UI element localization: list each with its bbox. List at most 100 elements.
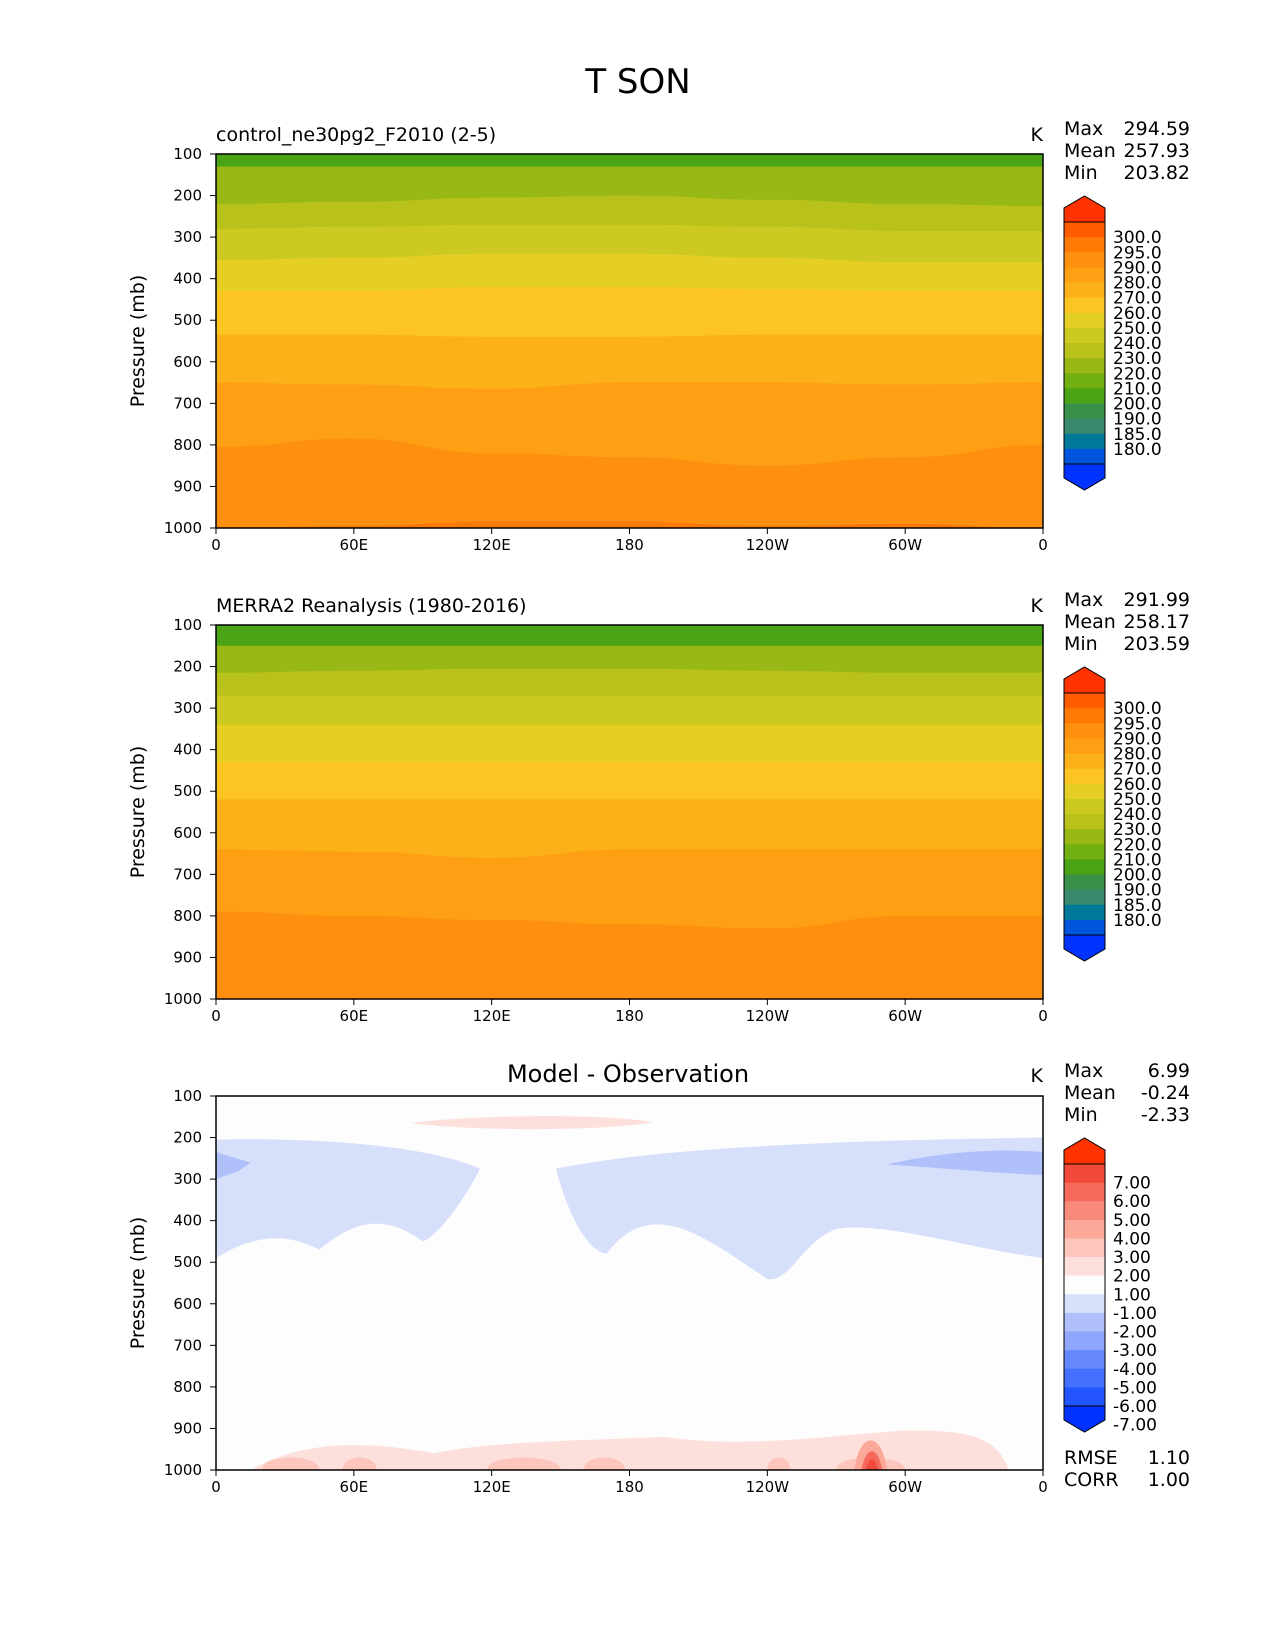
colorbar-segment	[1064, 1201, 1105, 1221]
colorbar-label: 190.0	[1113, 410, 1162, 430]
colorbar-segment	[1064, 282, 1105, 299]
x-tick-label: 60E	[340, 1007, 369, 1025]
y-tick-label: 900	[173, 1419, 202, 1437]
colorbar-segment	[1064, 1368, 1105, 1388]
colorbar-segment	[1064, 1294, 1105, 1314]
stat-mean-value: 258.17	[1124, 611, 1190, 633]
contour-field	[216, 1096, 1043, 1470]
y-tick-label: 600	[173, 353, 202, 371]
panel-model-plot: 0 60E 120E 180 120W 60W 0 100 200 300 400 500 600 700…	[127, 145, 1048, 554]
stat-max-label: Max	[1064, 118, 1103, 140]
colorbar-segment	[1064, 358, 1105, 374]
colorbar-extend-max	[1063, 666, 1106, 694]
y-tick-label: 800	[173, 907, 202, 925]
y-tick-label: 1000	[164, 519, 202, 537]
panel-diff-stats: Max 6.99 Mean -0.24 Min -2.33 RMSE 1.10 …	[1064, 1060, 1190, 1491]
y-tick-label: 800	[173, 1378, 202, 1396]
stat-min-value: -2.33	[1141, 1104, 1190, 1126]
x-tick-label: 180	[615, 1007, 644, 1025]
colorbar-label: 260.0	[1113, 304, 1162, 324]
x-tick-label: 60W	[888, 1007, 922, 1025]
colorbar-segment	[1064, 343, 1105, 359]
stat-max-value: 6.99	[1148, 1060, 1190, 1082]
colorbar-label: 4.00	[1113, 1229, 1151, 1249]
colorbar-label: 270.0	[1113, 760, 1162, 780]
x-tick-label: 180	[615, 1478, 644, 1496]
stat-min-label: Min	[1064, 633, 1098, 655]
y-tick-label: 800	[173, 436, 202, 454]
colorbar-label: 270.0	[1113, 289, 1162, 309]
colorbar-label: 200.0	[1113, 395, 1162, 415]
colorbar-label: 210.0	[1113, 850, 1162, 870]
colorbar-label: 280.0	[1113, 745, 1162, 765]
panel-model-title: control_ne30pg2_F2010 (2-5)	[216, 124, 496, 146]
colorbar-label: 185.0	[1113, 896, 1162, 916]
colorbar-segment	[1064, 829, 1105, 845]
colorbar-label: -4.00	[1113, 1360, 1157, 1380]
stat-min-value: 203.59	[1124, 633, 1190, 655]
x-tick-label: 180	[615, 536, 644, 554]
y-tick-label: 1000	[164, 990, 202, 1008]
colorbar-label: 220.0	[1113, 835, 1162, 855]
colorbar-segment	[1064, 859, 1105, 875]
x-tick-label: 0	[211, 1478, 221, 1496]
contour-band	[261, 1457, 320, 1470]
stat-max-label: Max	[1064, 589, 1103, 611]
contour-band	[342, 1457, 377, 1470]
colorbar-segment	[1064, 1350, 1105, 1370]
colorbar-segment	[1064, 1257, 1105, 1277]
contour-band	[886, 1150, 1043, 1175]
stat-min-label: Min	[1064, 1104, 1098, 1126]
panel-model-colorbar: 300.0295.0290.0280.0270.0260.0250.0240.0…	[1063, 195, 1162, 491]
colorbar-segment	[1064, 297, 1105, 314]
colorbar-label: 295.0	[1113, 714, 1162, 734]
stat-max-label: Max	[1064, 1060, 1103, 1082]
panel-obs: MERRA2 Reanalysis (1980-2016) K Max 291.…	[127, 589, 1190, 1025]
y-tick-label: 500	[173, 1253, 202, 1271]
colorbar-label: -6.00	[1113, 1397, 1157, 1417]
contour-band	[487, 1457, 561, 1470]
colorbar-segment	[1064, 768, 1105, 785]
stat-mean-label: Mean	[1064, 1082, 1116, 1104]
colorbar-segment	[1064, 1164, 1105, 1184]
stat-mean-label: Mean	[1064, 140, 1116, 162]
colorbar-label: 295.0	[1113, 243, 1162, 263]
y-tick-label: 300	[173, 228, 202, 246]
y-axis-label: Pressure (mb)	[127, 1217, 149, 1350]
y-tick-label: 400	[173, 1212, 202, 1230]
figure-title: T SON	[584, 62, 690, 102]
colorbar-frame	[1063, 1163, 1106, 1407]
colorbar-frame	[1063, 221, 1106, 465]
stat-rmse-label: RMSE	[1064, 1447, 1118, 1469]
x-tick-label: 60E	[340, 1478, 369, 1496]
colorbar-label: 230.0	[1113, 349, 1162, 369]
colorbar-label: 3.00	[1113, 1248, 1151, 1268]
contour-band	[216, 1152, 251, 1180]
y-tick-label: 700	[173, 394, 202, 412]
colorbar-label: 185.0	[1113, 425, 1162, 445]
colorbar-label: -2.00	[1113, 1323, 1157, 1343]
panel-diff-title: Model - Observation	[507, 1060, 749, 1088]
stat-rmse-value: 1.10	[1148, 1447, 1190, 1469]
x-tick-label: 0	[211, 1007, 221, 1025]
colorbar-segment	[1064, 814, 1105, 830]
x-tick-label: 0	[211, 536, 221, 554]
colorbar-label: 240.0	[1113, 805, 1162, 825]
colorbar-segment	[1064, 738, 1105, 754]
colorbar-segment	[1064, 753, 1105, 770]
y-tick-label: 500	[173, 311, 202, 329]
stat-mean-label: Mean	[1064, 611, 1116, 633]
contour-band	[216, 1139, 481, 1259]
contour-band	[583, 1457, 625, 1470]
x-tick-label: 0	[1038, 1007, 1048, 1025]
x-tick-label: 120E	[473, 1007, 511, 1025]
colorbar-segment	[1064, 388, 1105, 404]
colorbar-label: 210.0	[1113, 379, 1162, 399]
panel-model: control_ne30pg2_F2010 (2-5) K Max 294.59…	[127, 118, 1190, 554]
x-tick-label: 60W	[888, 536, 922, 554]
colorbar-label: -7.00	[1113, 1416, 1157, 1436]
colorbar-label: -5.00	[1113, 1378, 1157, 1398]
y-tick-label: 100	[173, 1087, 202, 1105]
contour-band	[411, 1116, 653, 1130]
